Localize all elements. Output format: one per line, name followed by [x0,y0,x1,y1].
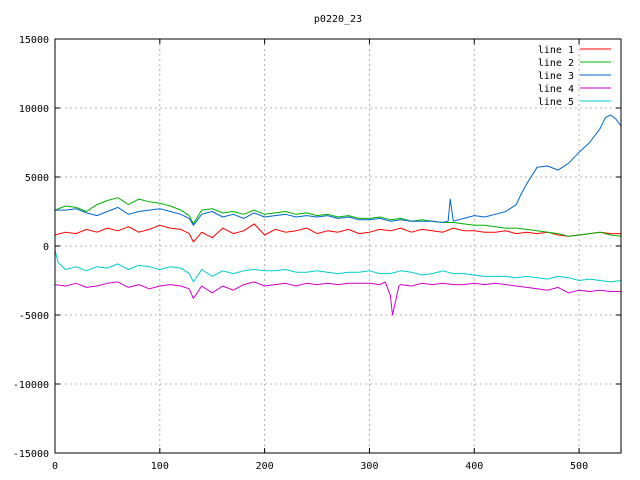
legend: line 1 line 2 line 3 line 4 line 5 [538,45,611,108]
x-tick-label: 100 [151,461,169,472]
legend-label: line 1 [538,45,574,56]
x-tick-label: 500 [570,461,588,472]
y-tick-label: 0 [43,242,49,253]
series-line-3 [55,114,622,226]
series-line-5 [54,249,622,283]
y-tick-label: -5000 [19,311,49,322]
series-layer [54,114,622,316]
series-line-1 [54,223,621,243]
legend-label: line 5 [538,97,574,108]
x-tick-label: 0 [52,461,58,472]
grid-lines [55,39,621,453]
y-tick-label: 10000 [19,104,49,115]
legend-label: line 4 [538,84,574,95]
series-line-4 [54,281,621,316]
x-tick-label: 300 [360,461,378,472]
chart-title: p0220_23 [314,14,362,25]
tick-marks [54,38,621,454]
legend-label: line 3 [538,71,574,82]
y-tick-label: 15000 [19,35,49,46]
tick-labels: 0 100 200 300 400 500 -15000 -10000 -5000 0 5000 10… [13,35,588,472]
y-tick-label: 5000 [25,173,49,184]
y-tick-label: -15000 [13,449,49,460]
x-tick-label: 400 [465,461,483,472]
x-tick-label: 200 [256,461,274,472]
series-line-2 [54,197,622,237]
legend-label: line 2 [538,58,574,69]
y-tick-label: -10000 [13,380,49,391]
